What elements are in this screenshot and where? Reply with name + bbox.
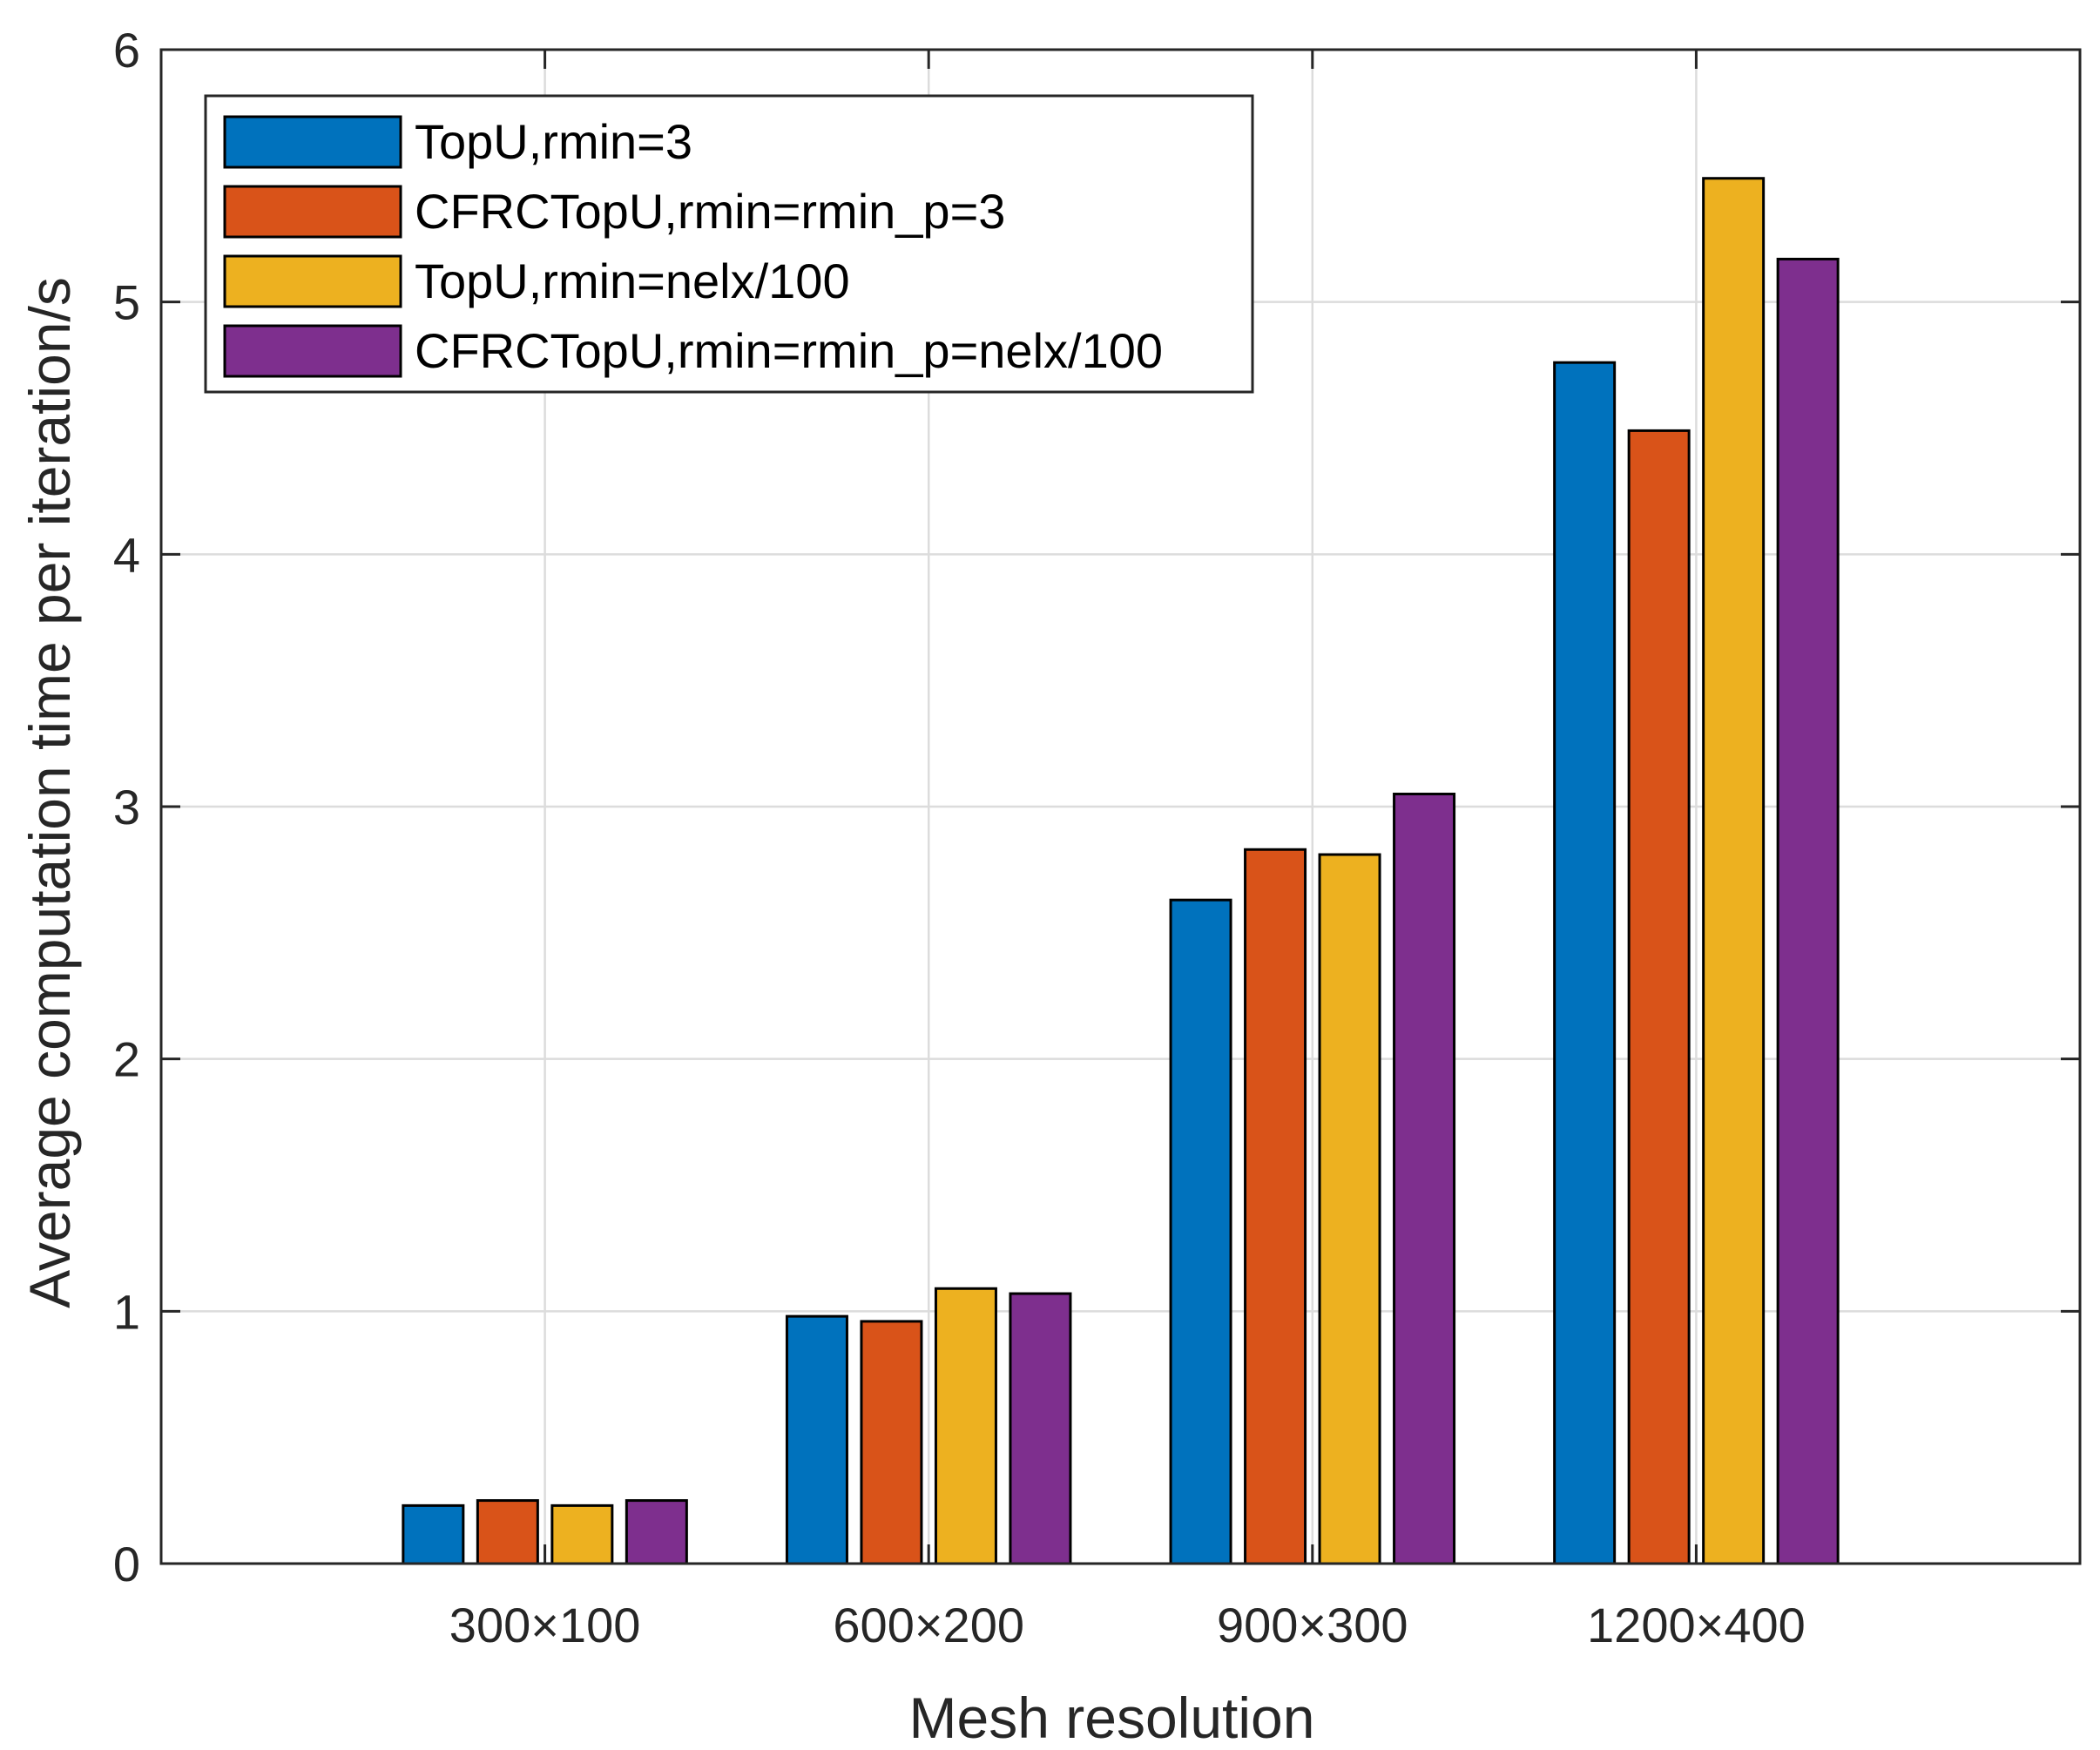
bar-3-300x100 <box>550 1503 614 1565</box>
legend-swatch <box>223 324 402 378</box>
bar-3-1200x400 <box>1702 177 1766 1565</box>
legend-swatch <box>223 115 402 169</box>
legend-swatch <box>223 254 402 308</box>
bar-3-600x200 <box>934 1287 997 1565</box>
y-tick-label: 5 <box>113 275 140 330</box>
y-tick-labels: 0 1 2 3 4 5 6 <box>113 23 140 1591</box>
bar-1-600x200 <box>785 1314 848 1565</box>
bar-4-600x200 <box>1009 1292 1072 1565</box>
y-tick-label: 0 <box>113 1537 140 1591</box>
x-tick-label: 900×300 <box>1217 1598 1408 1652</box>
bar-4-900x300 <box>1393 793 1456 1565</box>
bar-1-300x100 <box>402 1503 465 1565</box>
bar-2-600x200 <box>860 1320 923 1565</box>
legend: TopU,rmin=3 CFRCTopU,rmin=rmin_p=3 TopU,rm… <box>204 94 1254 394</box>
y-tick-label: 2 <box>113 1032 140 1087</box>
legend-label: CFRCTopU,rmin=rmin_p=nelx/100 <box>415 323 1163 378</box>
legend-swatch <box>223 185 402 239</box>
x-tick-label: 600×200 <box>833 1598 1024 1652</box>
legend-label: CFRCTopU,rmin=rmin_p=3 <box>415 184 1005 239</box>
x-axis-title: Mesh resolution <box>909 1686 1315 1750</box>
y-tick-label: 6 <box>113 23 140 78</box>
bar-3-900x300 <box>1318 853 1381 1565</box>
y-tick-label: 4 <box>113 527 140 582</box>
y-tick-label: 1 <box>113 1284 140 1339</box>
legend-label: TopU,rmin=nelx/100 <box>415 253 850 308</box>
x-tick-label: 300×100 <box>449 1598 641 1652</box>
bar-4-1200x400 <box>1776 257 1840 1565</box>
y-axis-title: Average computation time per iteration/s <box>17 277 82 1308</box>
y-tick-label: 3 <box>113 780 140 834</box>
bar-2-1200x400 <box>1627 429 1691 1565</box>
ticks <box>161 48 2080 1565</box>
bar-1-900x300 <box>1169 898 1232 1565</box>
bar-2-900x300 <box>1244 848 1307 1565</box>
bar-4-300x100 <box>625 1499 688 1565</box>
bars <box>402 177 1840 1565</box>
x-tick-label: 1200×400 <box>1587 1598 1806 1652</box>
bar-1-1200x400 <box>1553 361 1617 1565</box>
legend-label: TopU,rmin=3 <box>415 114 692 169</box>
x-tick-labels: 300×100 600×200 900×300 1200×400 <box>449 1598 1806 1652</box>
bar-2-300x100 <box>476 1499 539 1565</box>
